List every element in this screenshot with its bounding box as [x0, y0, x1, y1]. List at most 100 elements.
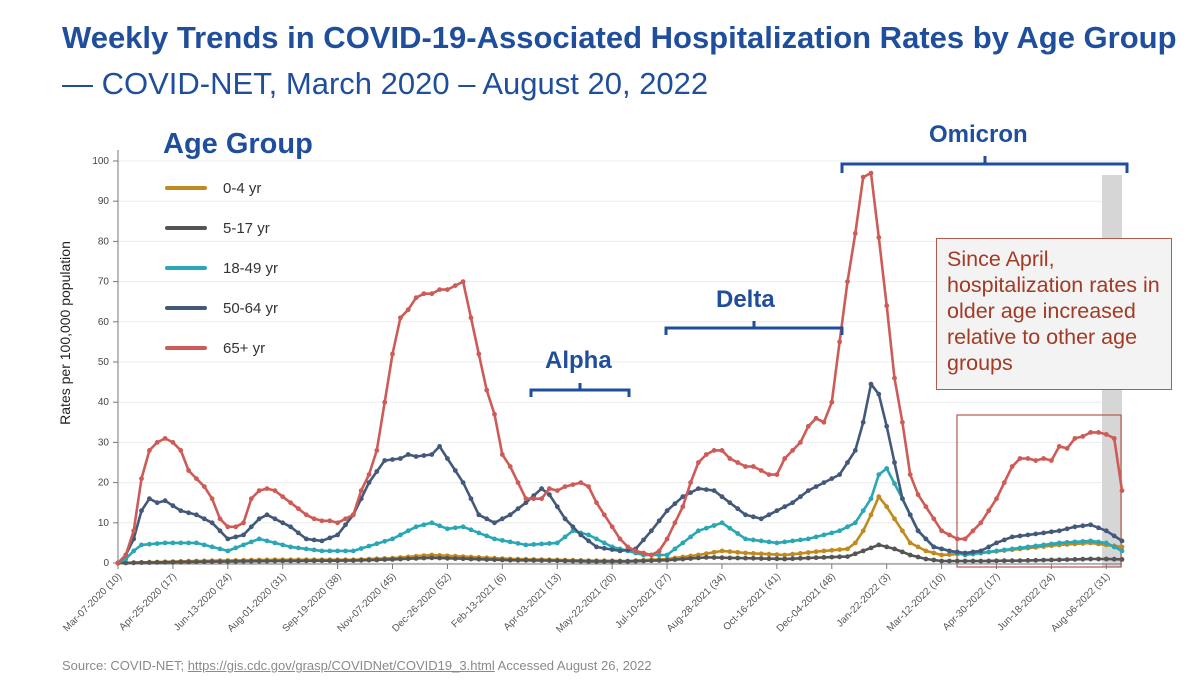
- data-point: [837, 528, 842, 534]
- data-point: [343, 558, 348, 563]
- data-point: [554, 540, 560, 546]
- data-point: [931, 557, 937, 563]
- data-point: [727, 456, 733, 461]
- data-point: [821, 532, 827, 538]
- data-point: [468, 496, 474, 502]
- data-point: [311, 558, 317, 564]
- data-point: [311, 547, 317, 553]
- data-point: [578, 480, 584, 485]
- data-point: [264, 486, 270, 491]
- data-point: [750, 551, 756, 556]
- data-point: [994, 540, 999, 546]
- data-point: [688, 556, 693, 561]
- data-point: [547, 486, 552, 491]
- data-point: [609, 524, 615, 530]
- data-point: [296, 506, 301, 512]
- data-point: [970, 528, 976, 534]
- y-tick-label: 70: [98, 277, 110, 288]
- data-point: [672, 501, 678, 507]
- data-point: [947, 558, 952, 564]
- data-point: [1056, 528, 1062, 534]
- data-point: [1111, 533, 1117, 539]
- data-point: [178, 540, 184, 546]
- data-point: [868, 381, 874, 387]
- data-point: [170, 503, 176, 509]
- data-point: [845, 546, 850, 552]
- data-point: [460, 279, 466, 284]
- data-point: [154, 440, 160, 445]
- data-point: [892, 516, 897, 522]
- data-point: [868, 512, 874, 518]
- data-point: [758, 516, 764, 522]
- data-point: [335, 558, 340, 564]
- data-point: [719, 448, 725, 453]
- data-point: [515, 557, 521, 563]
- data-point: [358, 488, 364, 493]
- x-tick-label: Dec-26-2020 (52): [390, 571, 453, 634]
- data-point: [1033, 557, 1039, 563]
- data-point: [531, 542, 537, 547]
- data-point: [719, 555, 725, 561]
- data-point: [782, 504, 788, 510]
- data-point: [805, 536, 811, 542]
- data-point: [515, 541, 521, 546]
- data-point: [327, 548, 333, 554]
- data-point: [860, 174, 866, 180]
- data-point: [303, 512, 309, 518]
- data-point: [876, 391, 882, 397]
- data-point: [1049, 529, 1054, 535]
- data-point: [656, 518, 662, 524]
- data-point: [766, 512, 772, 518]
- data-point: [194, 476, 199, 481]
- data-point: [1064, 526, 1070, 532]
- data-point: [327, 558, 333, 564]
- data-point: [217, 546, 223, 552]
- data-point: [217, 559, 223, 564]
- data-point: [154, 541, 160, 546]
- data-point: [492, 536, 497, 542]
- data-point: [382, 399, 388, 405]
- data-point: [429, 555, 435, 561]
- data-point: [296, 530, 301, 536]
- data-point: [727, 525, 733, 531]
- legend-label: 5-17 yr: [223, 219, 270, 237]
- legend-swatch: [165, 346, 207, 350]
- data-point: [1096, 430, 1101, 435]
- data-point: [147, 448, 152, 453]
- data-point: [1119, 557, 1125, 562]
- data-point: [1017, 558, 1023, 563]
- x-tick-label: Feb-13-2021 (6): [450, 571, 509, 630]
- data-point: [350, 512, 356, 518]
- data-point: [147, 560, 152, 565]
- data-point: [139, 542, 144, 548]
- source-link[interactable]: https://gis.cdc.gov/grasp/COVIDNet/COVID…: [187, 658, 495, 673]
- data-point: [758, 538, 764, 544]
- data-point: [962, 558, 968, 564]
- data-point: [233, 534, 239, 540]
- data-point: [892, 460, 897, 465]
- data-point: [852, 231, 858, 236]
- data-point: [288, 558, 293, 564]
- y-tick-label: 100: [92, 156, 109, 167]
- data-point: [468, 527, 474, 533]
- y-axis-label: Rates per 100,000 population: [57, 241, 73, 425]
- data-point: [398, 315, 403, 321]
- data-point: [382, 557, 388, 562]
- data-point: [1088, 556, 1093, 562]
- data-point: [829, 554, 835, 560]
- data-point: [915, 492, 921, 498]
- data-point: [860, 508, 866, 514]
- data-point: [625, 544, 631, 550]
- data-point: [382, 458, 388, 463]
- data-point: [476, 530, 482, 536]
- data-point: [413, 454, 419, 459]
- data-point: [696, 555, 701, 561]
- data-point: [547, 492, 552, 498]
- data-point: [445, 287, 450, 292]
- data-point: [892, 481, 897, 486]
- data-point: [194, 559, 199, 565]
- data-point: [884, 303, 890, 309]
- data-point: [1072, 557, 1078, 562]
- alpha-label: Alpha: [545, 347, 612, 374]
- data-point: [335, 532, 340, 538]
